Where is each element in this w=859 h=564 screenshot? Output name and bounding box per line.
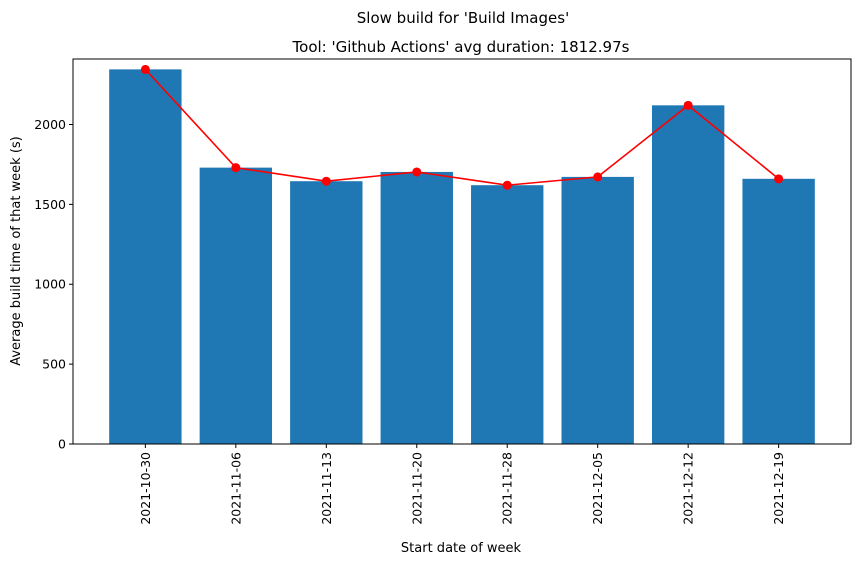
bar [651,105,725,444]
x-tick-label: 2021-10-30 [138,452,153,525]
x-tick-label: 2021-11-13 [319,452,334,525]
bar [380,171,453,445]
line-point [774,174,784,184]
y-tick-label: 0 [58,437,66,452]
x-tick-label: 2021-11-28 [500,452,515,525]
x-tick-label: 2021-11-20 [409,452,424,525]
line-point [502,180,512,190]
bar [742,178,815,444]
line-point [321,176,331,186]
line-point [683,100,693,110]
bar [109,69,182,444]
x-axis-label: Start date of week [401,541,522,556]
y-tick-label: 1500 [34,197,66,212]
line-point [231,163,241,173]
bar [471,185,544,445]
bar [290,181,363,445]
line-point [412,167,422,177]
bar [561,176,634,444]
chart-title: Tool: 'Github Actions' avg duration: 181… [292,38,630,56]
x-tick-label: 2021-12-05 [590,452,605,525]
y-tick-label: 2000 [34,117,66,132]
plot-area: 0 500 1000 1500 2000 2021-10-30 2021-11-06 2021… [34,58,852,525]
y-tick-label: 500 [42,357,66,372]
bar [199,167,273,444]
y-axis-label: Average build time of that week (s) [9,136,24,366]
axes-frame [72,58,852,445]
x-tick-label: 2021-11-06 [228,452,243,525]
chart-suptitle: Slow build for 'Build Images' [357,9,569,27]
x-tick-label: 2021-12-19 [771,452,786,525]
x-tick-label: 2021-12-12 [681,452,696,525]
y-tick-label: 1000 [34,277,66,292]
line-point [593,172,603,182]
line-point [140,64,150,74]
series-line [144,68,780,187]
